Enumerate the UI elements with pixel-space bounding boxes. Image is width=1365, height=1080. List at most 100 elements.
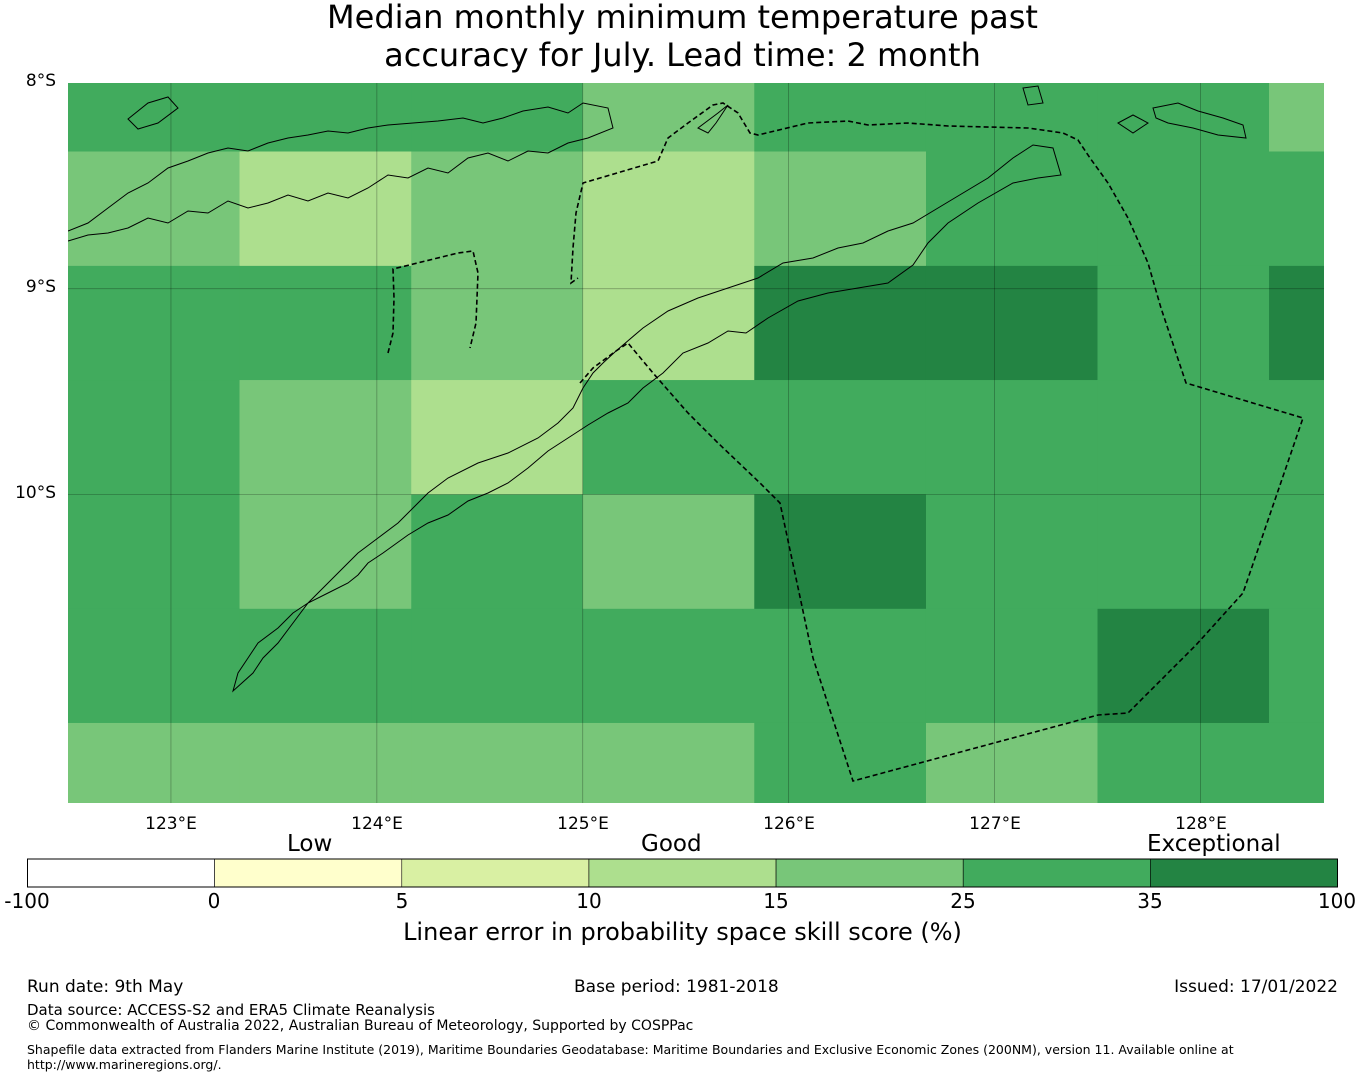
grid-cell-r2-c5 (925, 265, 1099, 381)
grid-cell-r5-c4 (754, 608, 927, 724)
grid-cell-r6-c6 (1097, 722, 1270, 803)
lon-label-127e: 127°E (969, 814, 1021, 834)
grid-cell-r0-c0 (68, 83, 241, 153)
grid-cell-r1-c4 (754, 151, 927, 267)
grid-cell-r1-c1 (239, 151, 412, 267)
colorbar-segment-2 (401, 858, 590, 888)
grid-cell-r5-c0 (68, 608, 241, 724)
grid-cell-r4-c3 (582, 494, 755, 610)
copyright: © Commonwealth of Australia 2022, Austra… (27, 1018, 694, 1034)
grid-cell-r0-c7 (1269, 83, 1324, 153)
grid-cell-r2-c2 (411, 265, 584, 381)
grid-cell-r5-c3 (582, 608, 755, 724)
tick-100: 100 (1317, 889, 1357, 913)
grid-cell-r0-c3 (582, 83, 755, 153)
grid-cell-r0-c4 (754, 83, 927, 153)
shapefile-credit-line-1: Shapefile data extracted from Flanders M… (27, 1042, 1234, 1057)
grid-cell-r5-c1 (239, 608, 412, 724)
lon-label-126e: 126°E (763, 814, 815, 834)
lon-label-124e: 124°E (351, 814, 403, 834)
skill-grid-cells (68, 83, 1324, 803)
grid-cell-r3-c2 (411, 380, 584, 495)
grid-cell-r6-c2 (411, 722, 584, 803)
grid-cell-r1-c6 (1097, 151, 1270, 267)
grid-cell-r6-c4 (754, 722, 927, 803)
category-exceptional: Exceptional (1147, 831, 1281, 857)
shapefile-credit-line-2: http://www.marineregions.org/. (27, 1057, 222, 1072)
grid-cell-r3-c6 (1097, 380, 1270, 495)
grid-cell-r2-c1 (239, 265, 412, 381)
colorbar-segment-1 (214, 858, 403, 888)
grid-cell-r4-c5 (925, 494, 1099, 610)
colorbar-segment-5 (962, 858, 1151, 888)
run-date: Run date: 9th May (27, 977, 184, 997)
grid-cell-r0-c6 (1097, 83, 1270, 153)
grid-cell-r2-c7 (1269, 265, 1324, 381)
grid-cell-r5-c7 (1269, 608, 1324, 724)
grid-cell-r4-c6 (1097, 494, 1270, 610)
grid-cell-r6-c3 (582, 722, 755, 803)
maritime-boundaries (387, 102, 1305, 782)
tick-15: 15 (763, 889, 789, 913)
lon-label-125e: 125°E (557, 814, 609, 834)
grid-cell-r6-c1 (239, 722, 412, 803)
eez-boundary-east (570, 102, 1305, 782)
grid-cell-r3-c5 (925, 380, 1099, 495)
lat-label-8s: 8°S (25, 71, 56, 91)
graticule (68, 83, 1324, 803)
grid-cell-r3-c4 (754, 380, 927, 495)
grid-cell-r5-c2 (411, 608, 584, 724)
colorbar-segment-4 (775, 858, 964, 888)
chart-title: Median monthly minimum temperature past … (0, 0, 1365, 74)
grid-cell-r6-c7 (1269, 722, 1324, 803)
grid-cell-r1-c2 (411, 151, 584, 267)
grid-cell-r0-c1 (239, 83, 412, 153)
tick-10: 10 (576, 889, 602, 913)
grid-cell-r1-c0 (68, 151, 241, 267)
grid-cell-r5-c5 (925, 608, 1099, 724)
island-small-2 (1117, 114, 1149, 134)
island-alor-coastline (127, 96, 179, 130)
title-line-1: Median monthly minimum temperature past (327, 0, 1038, 36)
base-period: Base period: 1981-2018 (574, 977, 779, 997)
grid-cell-r2-c3 (582, 265, 755, 381)
grid-cell-r4-c1 (239, 494, 412, 610)
tick-5: 5 (395, 889, 409, 913)
colorbar (27, 858, 1338, 888)
title-line-2: accuracy for July. Lead time: 2 month (384, 36, 981, 74)
coastlines (68, 85, 1247, 693)
tick-neg100: -100 (4, 889, 50, 913)
grid-cell-r0-c5 (925, 83, 1099, 153)
grid-cell-r1-c5 (925, 151, 1099, 267)
timor-coastline (232, 144, 1062, 693)
grid-cell-r0-c2 (411, 83, 584, 153)
colorbar-segment-3 (588, 858, 777, 888)
lat-label-9s: 9°S (25, 277, 56, 297)
island-small-1 (1022, 85, 1044, 106)
grid-cell-r2-c0 (68, 265, 241, 381)
grid-cell-r5-c6 (1097, 608, 1270, 724)
grid-cell-r4-c4 (754, 494, 927, 610)
grid-cell-r3-c3 (582, 380, 755, 495)
category-good: Good (641, 831, 702, 857)
island-small-3 (697, 104, 729, 134)
category-low: Low (287, 831, 333, 857)
grid-cell-r1-c7 (1269, 151, 1324, 267)
grid-cell-r3-c0 (68, 380, 241, 495)
tick-25: 25 (950, 889, 976, 913)
grid-cell-r4-c7 (1269, 494, 1324, 610)
lat-label-10s: 10°S (15, 483, 56, 503)
grid-cell-r6-c0 (68, 722, 241, 803)
tick-35: 35 (1137, 889, 1163, 913)
colorbar-segment-0 (27, 858, 215, 888)
issued-date: Issued: 17/01/2022 (1174, 977, 1338, 997)
grid-cell-r2-c4 (754, 265, 927, 381)
grid-cell-r6-c5 (925, 722, 1099, 803)
skill-score-map (68, 83, 1324, 803)
lon-label-123e: 123°E (145, 814, 197, 834)
oecusse-boundary (387, 250, 479, 354)
colorbar-segments (27, 858, 1338, 888)
grid-cell-r4-c0 (68, 494, 241, 610)
colorbar-frame (27, 858, 1338, 888)
island-wetar-east (1152, 102, 1247, 139)
